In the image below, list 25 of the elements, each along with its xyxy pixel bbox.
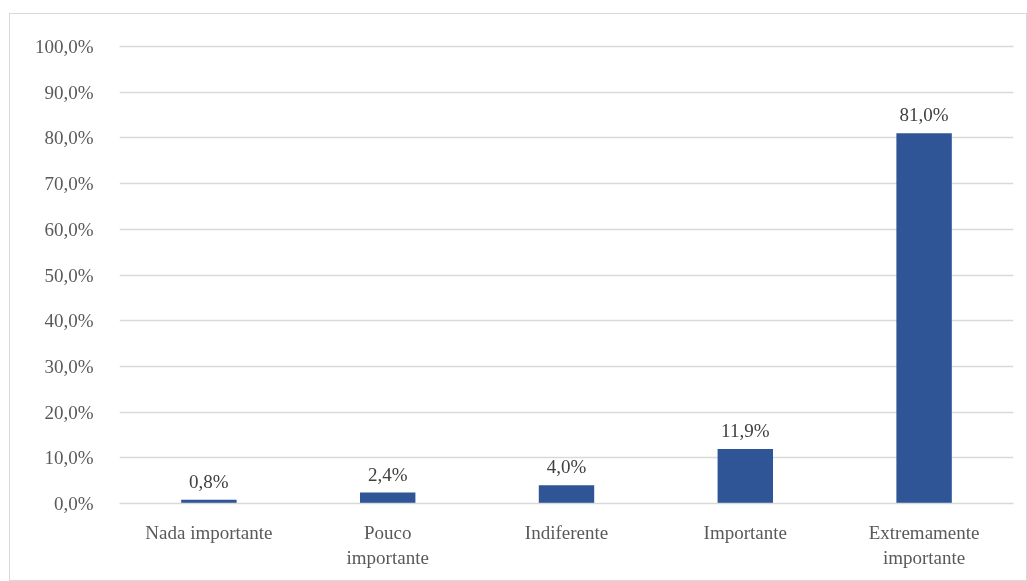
bar (359, 492, 416, 504)
x-tick-label: Pouco importante (346, 521, 429, 568)
x-tick-label: Indiferente (524, 521, 609, 543)
y-tick-label: 10,0% (44, 447, 94, 469)
data-label: 2,4% (367, 463, 408, 485)
y-tick-label: 20,0% (44, 401, 94, 423)
y-tick-label: 80,0% (44, 127, 94, 149)
x-tick-label: Nada importante (145, 521, 273, 543)
data-label: 4,0% (546, 456, 587, 478)
bar (717, 449, 774, 504)
data-label: 81,0% (899, 104, 949, 126)
bar (538, 485, 595, 504)
y-tick-label: 0,0% (53, 493, 94, 514)
y-tick-label: 50,0% (44, 264, 94, 286)
bar (896, 133, 952, 504)
data-label: 11,9% (721, 420, 770, 442)
y-tick-label: 60,0% (44, 218, 94, 240)
y-tick-label: 100,0% (34, 36, 94, 57)
y-tick-label: 30,0% (44, 355, 94, 377)
y-tick-label: 40,0% (44, 310, 94, 332)
x-tick-label: Importante (703, 521, 787, 543)
y-tick-label: 70,0% (44, 173, 94, 195)
data-label: 0,8% (189, 470, 229, 492)
y-tick-label: 90,0% (44, 81, 94, 103)
x-tick-label: Extremamente importante (868, 521, 980, 568)
